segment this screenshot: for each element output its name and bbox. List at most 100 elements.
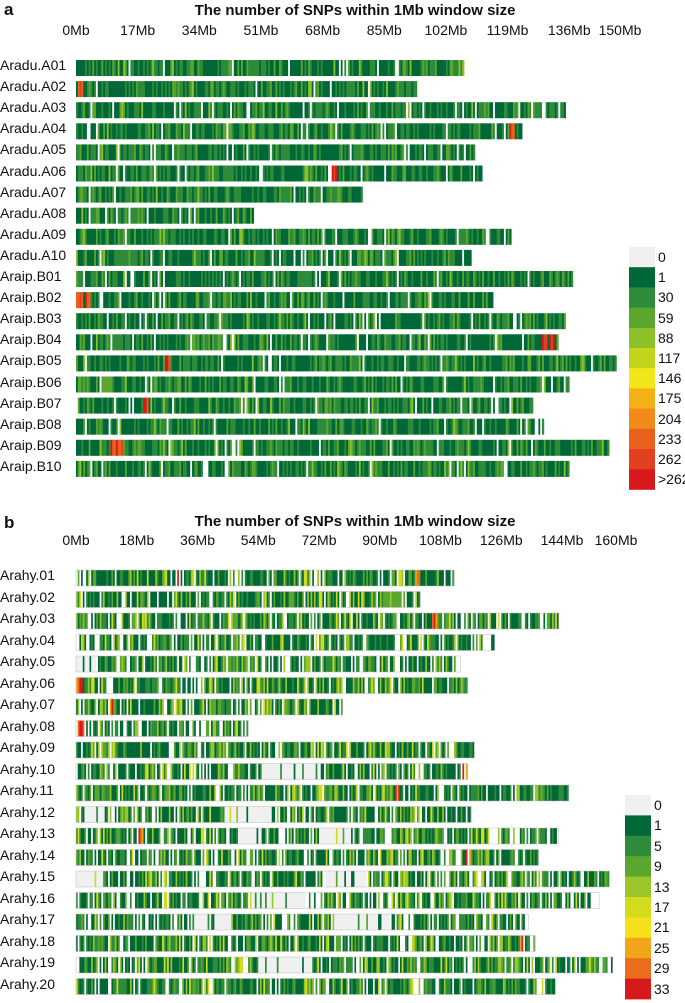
- snp-window: [181, 313, 184, 330]
- snp-window: [226, 334, 229, 351]
- snp-window: [224, 376, 227, 393]
- snp-window: [538, 439, 541, 456]
- snp-window: [453, 334, 456, 351]
- snp-window: [387, 355, 391, 372]
- snp-window: [189, 570, 192, 586]
- snp-window: [507, 102, 510, 119]
- snp-window: [119, 334, 122, 351]
- snp-window: [331, 102, 334, 119]
- snp-window: [324, 123, 327, 140]
- snp-window: [188, 292, 191, 309]
- snp-window: [110, 102, 113, 119]
- snp-window: [288, 355, 291, 372]
- snp-window: [143, 271, 146, 287]
- snp-window: [409, 249, 412, 266]
- snp-window: [242, 292, 245, 309]
- snp-window: [226, 397, 229, 414]
- snp-window: [179, 186, 182, 203]
- snp-window: [335, 376, 338, 393]
- snp-window: [193, 144, 197, 161]
- snp-window: [467, 249, 470, 266]
- snp-window: [387, 292, 391, 309]
- snp-window: [168, 249, 171, 266]
- snp-window: [474, 292, 478, 309]
- snp-window: [360, 165, 363, 182]
- snp-window: [329, 144, 333, 161]
- snp-window: [106, 418, 109, 435]
- snp-window: [88, 249, 91, 266]
- snp-window: [190, 570, 193, 586]
- snp-window: [453, 355, 456, 372]
- legend-swatch: [629, 428, 655, 450]
- snp-window: [114, 355, 117, 372]
- snp-window: [420, 271, 423, 287]
- snp-window: [148, 460, 151, 477]
- snp-window: [266, 334, 269, 351]
- snp-window: [391, 165, 394, 182]
- snp-window: [396, 334, 400, 351]
- snp-window: [326, 249, 329, 266]
- snp-window: [493, 355, 496, 372]
- snp-window: [425, 376, 429, 393]
- snp-window: [123, 123, 126, 140]
- snp-window: [144, 397, 148, 414]
- snp-window: [112, 249, 115, 266]
- snp-window: [94, 334, 97, 351]
- snp-window: [164, 60, 168, 76]
- snp-window: [204, 439, 207, 456]
- snp-window: [509, 313, 512, 330]
- snp-window: [569, 271, 572, 287]
- snp-window: [115, 123, 119, 140]
- snp-window: [467, 334, 470, 351]
- snp-window: [493, 313, 496, 330]
- snp-window: [97, 81, 100, 98]
- snp-window: [300, 292, 304, 309]
- snp-window: [248, 292, 251, 309]
- snp-window: [473, 292, 476, 309]
- snp-window: [123, 228, 126, 245]
- snp-window: [222, 334, 226, 351]
- snp-window: [534, 439, 537, 456]
- snp-window: [411, 102, 414, 119]
- snp-window: [395, 376, 398, 393]
- snp-window: [215, 165, 218, 182]
- snp-window: [440, 376, 443, 393]
- snp-window: [518, 355, 521, 372]
- snp-window: [382, 144, 385, 161]
- snp-window: [389, 228, 392, 245]
- snp-window: [395, 292, 398, 309]
- snp-window: [293, 186, 296, 203]
- snp-window: [119, 570, 122, 586]
- snp-window: [248, 376, 251, 393]
- snp-window: [442, 249, 445, 266]
- snp-window: [202, 81, 206, 98]
- snp-window: [514, 460, 517, 477]
- snp-window: [76, 355, 79, 372]
- snp-window: [237, 186, 240, 203]
- snp-window: [126, 165, 129, 182]
- snp-window: [177, 460, 180, 477]
- snp-window: [87, 570, 90, 586]
- snp-window: [165, 570, 168, 586]
- snp-window: [320, 334, 323, 351]
- panel-letter-a: a: [4, 0, 14, 19]
- snp-window: [311, 144, 314, 161]
- snp-window: [467, 355, 470, 372]
- snp-window: [108, 397, 111, 414]
- snp-window: [246, 439, 249, 456]
- snp-window: [289, 186, 293, 203]
- snp-window: [520, 460, 523, 477]
- snp-window: [271, 102, 274, 119]
- snp-window: [262, 165, 265, 182]
- snp-window: [126, 460, 129, 477]
- snp-window: [518, 418, 521, 435]
- chromosome-bar: [76, 81, 418, 98]
- snp-window: [177, 397, 180, 414]
- snp-window: [304, 249, 307, 266]
- snp-window: [369, 144, 372, 161]
- snp-window: [124, 355, 128, 372]
- snp-window: [516, 376, 519, 393]
- snp-window: [264, 439, 267, 456]
- snp-window: [418, 102, 421, 119]
- snp-window: [378, 460, 381, 477]
